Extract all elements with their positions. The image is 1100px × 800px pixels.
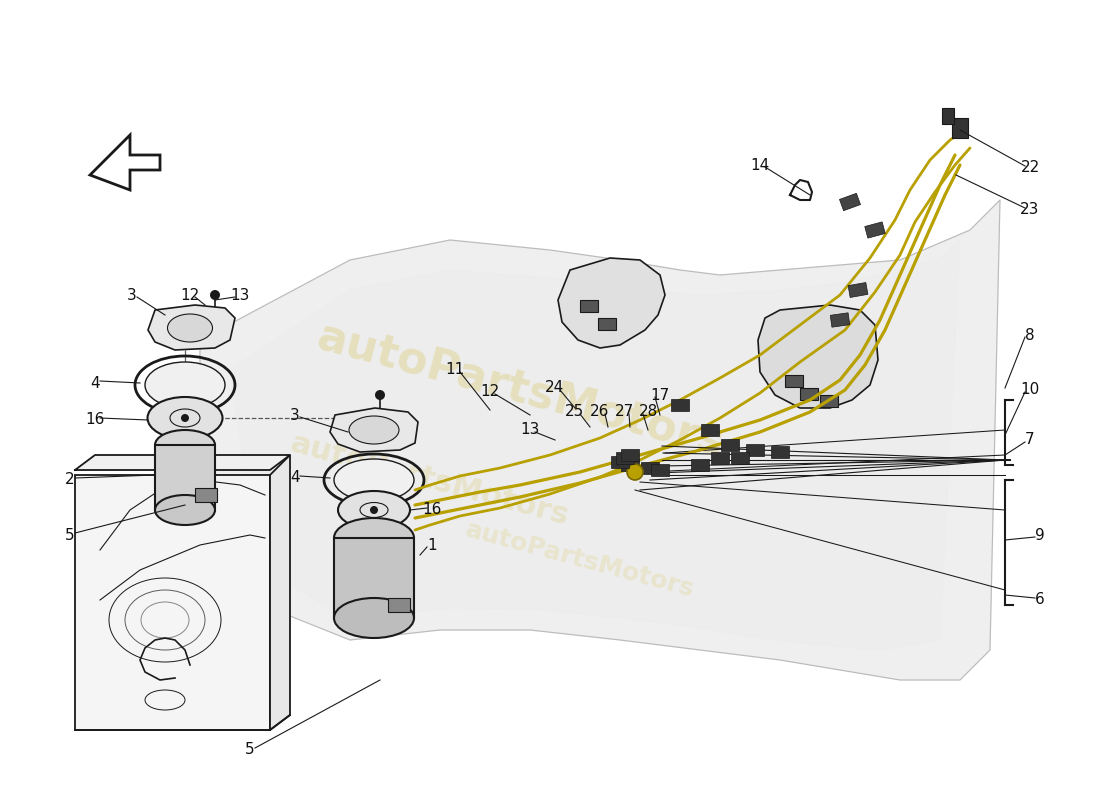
Polygon shape xyxy=(270,455,290,730)
Bar xyxy=(952,118,968,138)
Bar xyxy=(671,399,689,411)
Text: 17: 17 xyxy=(650,387,670,402)
Bar xyxy=(580,300,598,312)
Text: 10: 10 xyxy=(1021,382,1040,398)
Polygon shape xyxy=(75,455,290,470)
Polygon shape xyxy=(230,240,960,650)
Text: 26: 26 xyxy=(591,405,609,419)
Bar xyxy=(621,449,639,461)
Bar xyxy=(830,313,849,327)
Text: autoPartsMotors: autoPartsMotors xyxy=(463,518,697,602)
Ellipse shape xyxy=(167,314,212,342)
Bar xyxy=(651,464,669,476)
Bar xyxy=(691,459,710,471)
Text: 9: 9 xyxy=(1035,527,1045,542)
Ellipse shape xyxy=(145,362,226,408)
Text: autoPartsMotors: autoPartsMotors xyxy=(311,315,728,465)
Text: 3: 3 xyxy=(128,287,136,302)
Text: 13: 13 xyxy=(230,287,250,302)
Text: 12: 12 xyxy=(481,385,499,399)
Bar xyxy=(820,395,838,407)
Text: 27: 27 xyxy=(615,405,634,419)
Bar xyxy=(746,444,764,456)
Bar xyxy=(720,439,739,451)
Polygon shape xyxy=(148,305,235,350)
Polygon shape xyxy=(75,475,270,730)
Text: autoPartsMotors: autoPartsMotors xyxy=(287,429,572,531)
Text: 23: 23 xyxy=(1021,202,1040,218)
Ellipse shape xyxy=(334,518,414,558)
Circle shape xyxy=(210,290,220,300)
Bar xyxy=(334,538,414,618)
Polygon shape xyxy=(200,200,1000,680)
Circle shape xyxy=(375,390,385,400)
Bar xyxy=(598,318,616,330)
Ellipse shape xyxy=(334,598,414,638)
Text: 11: 11 xyxy=(446,362,464,378)
Text: 4: 4 xyxy=(290,470,300,486)
Polygon shape xyxy=(558,258,666,348)
Bar xyxy=(610,456,629,468)
Bar xyxy=(771,446,789,458)
Polygon shape xyxy=(330,408,418,452)
Ellipse shape xyxy=(147,397,222,439)
Text: 22: 22 xyxy=(1021,161,1040,175)
Circle shape xyxy=(182,414,189,422)
Text: 13: 13 xyxy=(520,422,540,438)
Ellipse shape xyxy=(155,495,214,525)
Text: 6: 6 xyxy=(1035,593,1045,607)
Bar xyxy=(785,375,803,387)
Text: 5: 5 xyxy=(245,742,255,758)
Polygon shape xyxy=(758,305,878,408)
Bar xyxy=(942,108,954,124)
Ellipse shape xyxy=(338,491,410,529)
Text: 5: 5 xyxy=(65,527,75,542)
Text: 24: 24 xyxy=(546,381,564,395)
Bar xyxy=(711,452,729,464)
Bar xyxy=(388,598,410,612)
Ellipse shape xyxy=(334,459,414,501)
Bar xyxy=(800,388,818,400)
Text: 1: 1 xyxy=(427,538,437,553)
Ellipse shape xyxy=(349,416,399,444)
Text: 16: 16 xyxy=(86,413,104,427)
Bar xyxy=(621,459,639,471)
Text: 14: 14 xyxy=(750,158,770,173)
Polygon shape xyxy=(90,135,160,190)
Ellipse shape xyxy=(155,430,214,460)
Bar xyxy=(865,222,886,238)
Bar xyxy=(195,488,217,502)
Bar xyxy=(155,445,214,510)
Text: 2: 2 xyxy=(65,473,75,487)
Text: 4: 4 xyxy=(90,375,100,390)
Bar xyxy=(641,462,659,474)
Text: 8: 8 xyxy=(1025,327,1035,342)
Text: 16: 16 xyxy=(422,502,442,518)
Text: 7: 7 xyxy=(1025,433,1035,447)
Circle shape xyxy=(370,506,378,514)
Text: 28: 28 xyxy=(638,405,658,419)
Bar xyxy=(848,282,868,298)
Text: 12: 12 xyxy=(180,287,199,302)
Bar xyxy=(732,452,749,464)
Circle shape xyxy=(627,464,644,480)
Text: 3: 3 xyxy=(290,407,300,422)
Text: 25: 25 xyxy=(565,405,584,419)
Bar xyxy=(616,452,634,464)
Bar xyxy=(701,424,719,436)
Bar xyxy=(839,194,860,210)
